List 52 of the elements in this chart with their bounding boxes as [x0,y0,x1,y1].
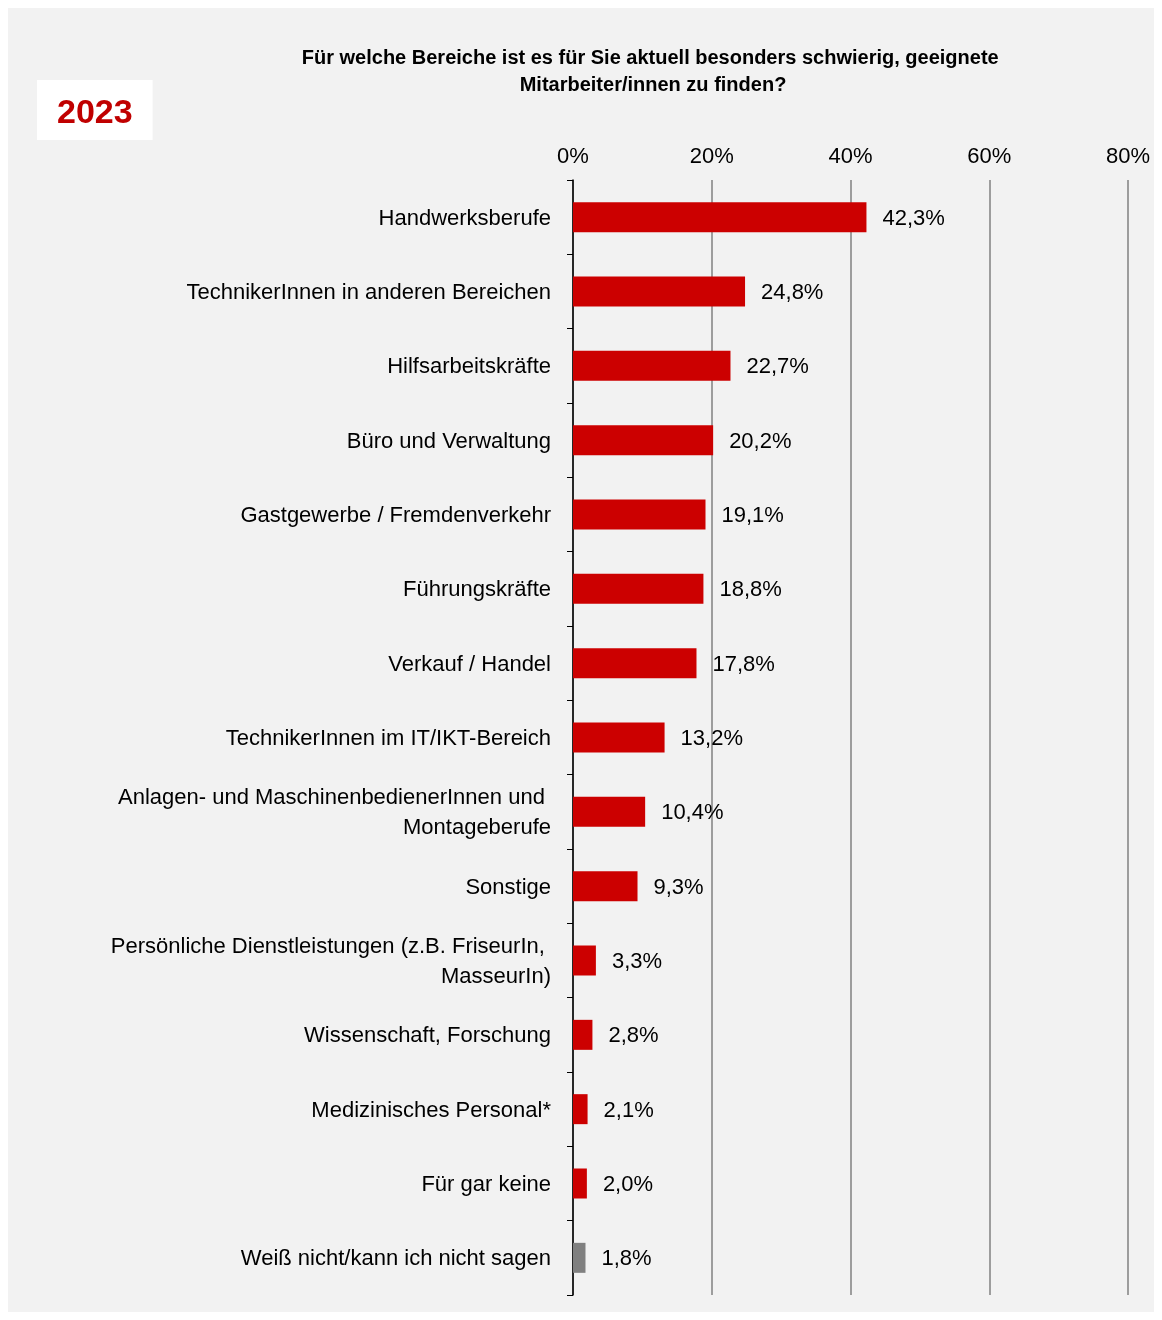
data-label: 18,8% [719,576,782,602]
bar [573,945,596,976]
data-label: 1,8% [601,1245,652,1271]
y-tick-label: Handwerksberufe [378,204,551,230]
x-tick-label: 20% [689,142,734,168]
data-label: 19,1% [721,502,784,527]
y-tick-label: Gastgewerbe / Fremdenverkehr [240,502,551,527]
bar [573,722,665,753]
y-tick-label: Sonstige [465,873,551,899]
y-tick-label: Weiß nicht/kann ich nicht sagen [240,1245,551,1271]
x-tick-label: 40% [828,142,873,168]
y-tick-label: Medizinisches Personal* [311,1096,552,1122]
bar [573,202,867,233]
y-tick-label: Führungskräfte [403,576,551,602]
data-label: 22,7% [746,353,809,379]
bar [573,648,697,679]
y-tick-label: TechnikerInnen im IT/IKT-Bereich [225,725,551,750]
bar [573,871,638,902]
bar [573,350,731,381]
x-tick-label: 0% [557,142,589,168]
bar [573,276,746,307]
y-tick-label: Verkauf / Handel [388,650,551,676]
data-label: 2,1% [603,1096,654,1122]
bar [573,1242,586,1273]
data-label: 13,2% [680,725,743,750]
bar [573,1094,588,1125]
y-tick-label: TechnikerInnen in anderen Bereichen [186,279,551,304]
data-label: 17,8% [712,650,775,676]
bar [573,796,646,827]
x-tick-label: 80% [1105,142,1151,168]
data-label: 9,3% [653,873,704,899]
bar [573,499,706,530]
bar [573,1168,587,1199]
text: 2023 [57,92,133,130]
x-tick-label: 60% [967,142,1012,168]
data-label: 2,0% [602,1171,654,1196]
data-label: 2,8% [608,1022,659,1048]
data-label: 24,8% [761,279,824,304]
bar [573,573,704,604]
data-label: 20,2% [729,427,792,453]
y-tick-label: Hilfsarbeitskräfte [387,353,551,379]
data-label: 42,3% [882,204,945,230]
chart-title: Für welche Bereiche ist es für Sie aktuell besonders schwierig, geeignete Mitarbeiter/innen zu finden? [301,45,1005,95]
y-tick-label: Büro und Verwaltung [346,427,551,453]
data-label: 10,4% [661,799,724,825]
data-label: 3,3% [611,948,663,973]
y-tick-label: Anlagen- und MaschinenbedienerInnen und Montageberufe [118,784,551,840]
bar [573,425,714,456]
y-tick-label: Persönliche Dienstleistungen (z.B. FriseurIn, MasseurIn) [110,933,551,988]
y-tick-label: Für gar keine [421,1171,551,1196]
bar [573,1019,593,1050]
y-tick-label: Wissenschaft, Forschung [304,1022,551,1048]
